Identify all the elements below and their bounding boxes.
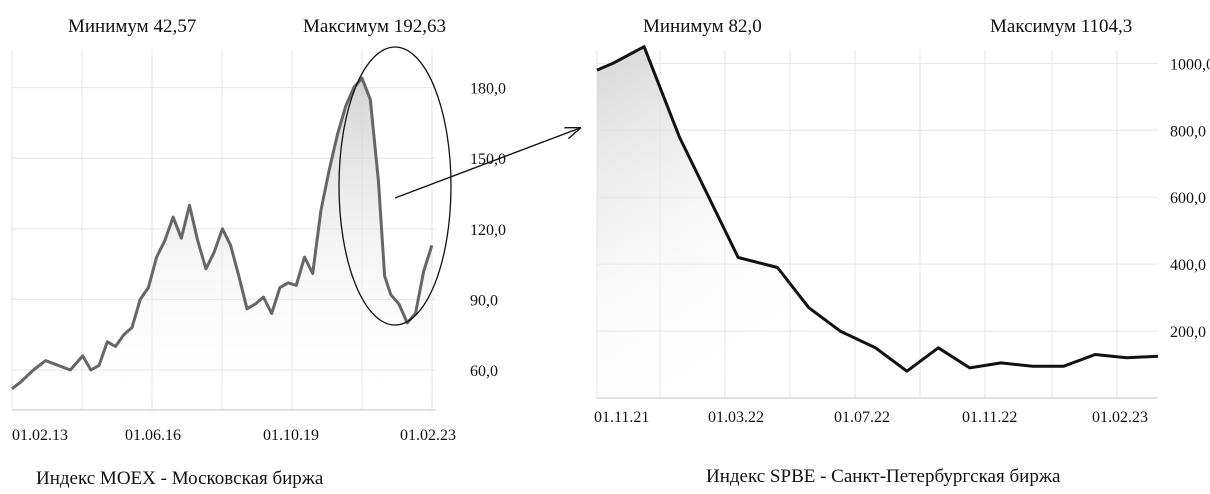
y-tick-label: 400,0 xyxy=(1170,257,1206,274)
spbe-caption: Индекс SPBE - Санкт-Петербургская биржа xyxy=(706,466,1061,487)
x-tick-label: 01.10.19 xyxy=(263,427,319,444)
moex-min-label: Минимум 42,57 xyxy=(68,16,196,37)
y-tick-label: 180,0 xyxy=(470,81,506,98)
moex-x-axis: 01.02.13 01.06.16 01.10.19 01.02.23 xyxy=(12,427,456,444)
spbe-series-line xyxy=(596,45,1159,373)
y-tick-label: 1000,0 xyxy=(1170,56,1210,73)
y-tick-label: 60,0 xyxy=(470,363,498,380)
x-tick-label: 01.02.23 xyxy=(1092,409,1148,426)
spbe-min-label: Минимум 82,0 xyxy=(643,16,762,37)
y-tick-label: 150,0 xyxy=(470,151,506,168)
x-tick-label: 01.02.23 xyxy=(400,427,456,444)
x-tick-label: 01.07.22 xyxy=(834,409,890,426)
moex-area-fill xyxy=(12,78,432,410)
highlight-ellipse xyxy=(338,46,452,326)
y-tick-label: 90,0 xyxy=(470,292,498,309)
moex-y-axis: 180,0 150,0 120,0 90,0 60,0 xyxy=(470,81,506,380)
moex-caption: Индекс MOEX - Московская биржа xyxy=(36,468,324,489)
y-tick-label: 120,0 xyxy=(470,222,506,239)
moex-series-line xyxy=(11,76,434,390)
spbe-y-axis: 1000,0 800,0 600,0 400,0 200,0 xyxy=(1170,56,1210,341)
connector-arrow xyxy=(394,128,580,199)
y-tick-label: 800,0 xyxy=(1170,123,1206,140)
x-tick-label: 01.11.22 xyxy=(962,409,1017,426)
y-tick-label: 600,0 xyxy=(1170,190,1206,207)
spbe-area-fill xyxy=(597,46,1158,398)
x-tick-label: 01.06.16 xyxy=(125,427,181,444)
x-tick-label: 01.11.21 xyxy=(594,409,649,426)
x-tick-label: 01.02.13 xyxy=(12,427,68,444)
spbe-max-label: Максимум 1104,3 xyxy=(990,16,1132,37)
moex-max-label: Максимум 192,63 xyxy=(303,16,446,37)
spbe-x-axis: 01.11.21 01.03.22 01.07.22 01.11.22 01.02.23 xyxy=(594,409,1148,426)
spbe-chart: 1000,0 800,0 600,0 400,0 200,0 01.11.21 01.03… xyxy=(594,16,1210,487)
y-tick-label: 200,0 xyxy=(1170,324,1206,341)
x-tick-label: 01.03.22 xyxy=(708,409,764,426)
moex-chart: 180,0 150,0 120,0 90,0 60,0 01.02.13 01.06.16… xyxy=(11,16,506,489)
